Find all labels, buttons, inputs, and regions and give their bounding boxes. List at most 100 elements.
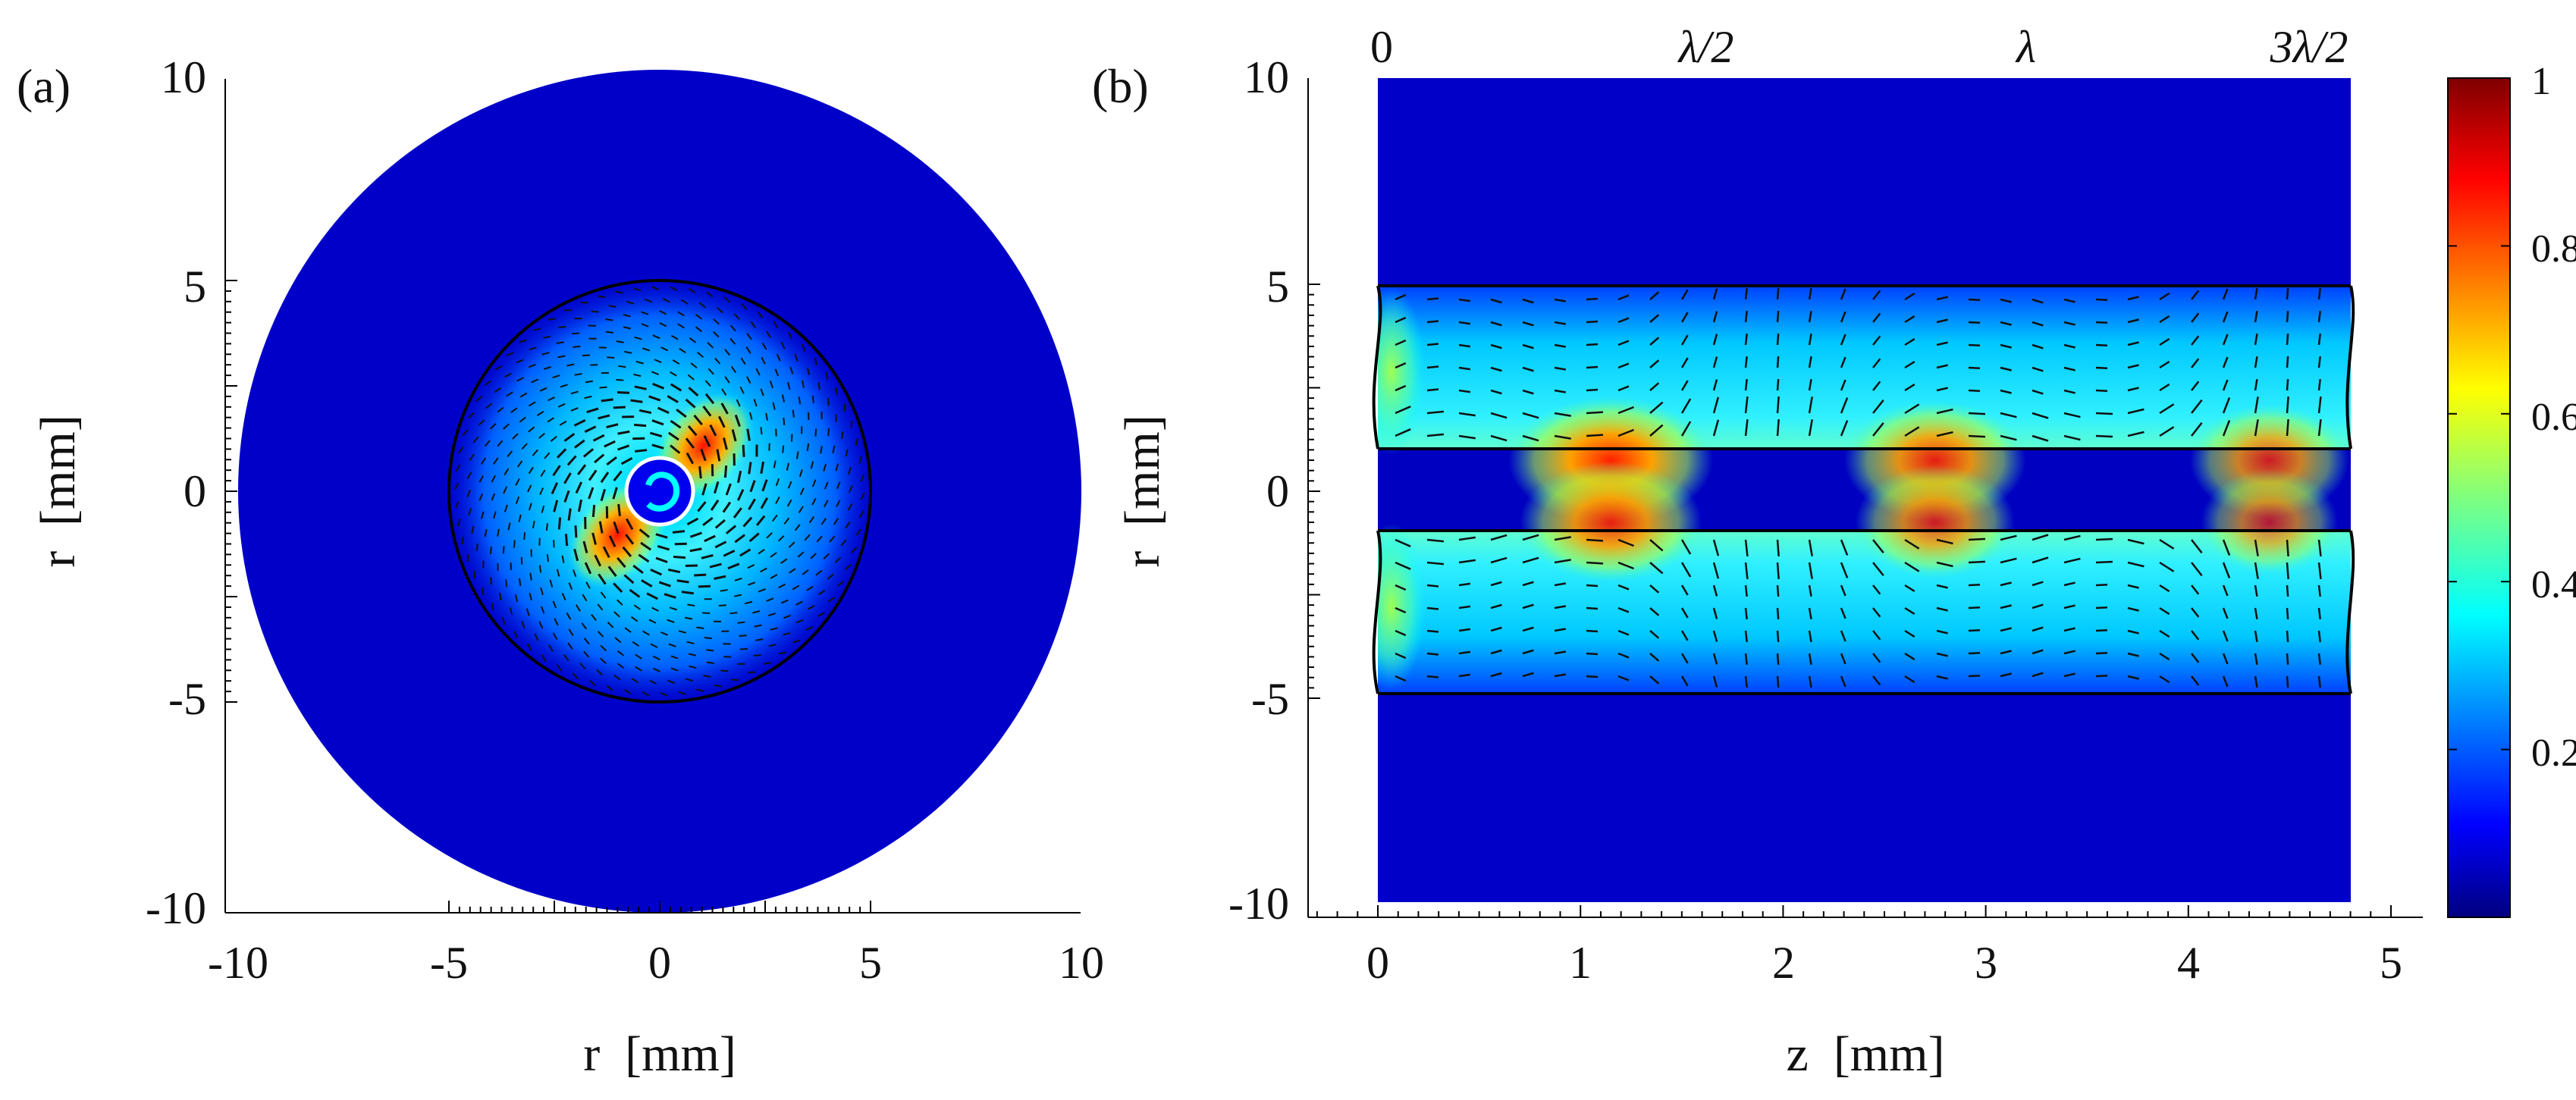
panel-b: (b) 10 5 0 -5 -10: [1092, 22, 2423, 1082]
field-arrow: [731, 678, 739, 682]
field-arrow: [670, 371, 677, 377]
field-arrow: [1680, 398, 1692, 414]
field-arrow: [858, 456, 862, 464]
field-arrow: [478, 475, 484, 483]
field-arrow: [482, 587, 485, 595]
field-arrow: [2000, 366, 2012, 371]
field-arrow: [685, 437, 695, 449]
field-arrow: [1680, 357, 1689, 368]
field-arrow: [689, 665, 697, 669]
field-arrow: [686, 641, 695, 644]
field-arrow: [556, 448, 567, 459]
field-arrow: [2222, 311, 2229, 323]
panel-a-ytick: 10: [161, 52, 206, 102]
field-arrow: [825, 371, 829, 380]
field-arrow: [1554, 412, 1571, 417]
field-arrow: [634, 336, 642, 340]
field-arrow: [600, 644, 607, 652]
field-arrow: [755, 368, 761, 376]
field-arrow: [552, 375, 560, 379]
field-arrow: [676, 409, 687, 418]
field-arrow: [797, 551, 805, 558]
field-arrow: [1776, 584, 1780, 597]
field-arrow: [1458, 628, 1471, 632]
field-arrow: [1968, 537, 1986, 541]
field-arrow: [1490, 412, 1508, 419]
field-arrow: [1744, 418, 1749, 437]
field-arrow: [657, 544, 670, 551]
field-arrow: [2317, 539, 2322, 557]
field-arrow: [748, 412, 753, 420]
field-arrow: [714, 541, 727, 549]
field-arrow: [780, 599, 789, 604]
field-arrow: [679, 347, 686, 354]
field-arrow: [516, 460, 523, 468]
field-arrow: [2095, 389, 2108, 392]
field-arrow: [2032, 603, 2044, 610]
field-arrow: [2254, 653, 2258, 666]
edge-glow-upper: [1378, 288, 1426, 455]
field-arrow: [552, 600, 557, 609]
field-arrow: [695, 314, 703, 320]
field-arrow: [475, 396, 483, 402]
field-arrow: [709, 424, 717, 437]
panel-b-xtick: 0: [1366, 938, 1389, 988]
field-arrow: [1522, 626, 1534, 632]
field-arrow: [534, 633, 539, 641]
field-arrow: [1490, 603, 1502, 610]
field-arrow: [2254, 539, 2259, 556]
field-arrow: [1522, 321, 1534, 327]
field-arrow: [1776, 653, 1780, 666]
field-arrow: [630, 616, 639, 622]
field-arrow: [752, 610, 761, 614]
field-arrow: [2286, 653, 2289, 666]
field-arrow: [778, 583, 786, 589]
field-arrow: [639, 409, 652, 415]
field-arrow: [2286, 378, 2289, 391]
top-label: 0: [1370, 22, 1393, 72]
field-arrow: [557, 517, 562, 530]
field-arrow: [567, 642, 573, 650]
field-arrow: [2159, 360, 2170, 369]
field-arrow: [1840, 675, 1846, 688]
boundary-curve: [2345, 530, 2355, 694]
field-arrow: [2000, 650, 2012, 655]
field-arrow: [1617, 317, 1630, 324]
field-arrow: [799, 469, 803, 478]
field-arrow: [811, 497, 817, 506]
field-arrow: [2032, 366, 2044, 372]
field-arrow: [833, 518, 839, 525]
field-arrow: [514, 594, 518, 603]
field-arrow: [835, 387, 838, 396]
field-arrow: [529, 346, 537, 351]
field-arrow: [758, 548, 765, 555]
field-arrow: [2317, 584, 2321, 597]
field-arrow: [716, 449, 721, 462]
field-arrow: [1395, 293, 1407, 301]
field-arrow: [1680, 539, 1692, 555]
field-arrow: [1904, 675, 1916, 684]
field-arrow: [617, 599, 623, 606]
field-arrow: [652, 334, 660, 340]
field-arrow: [696, 688, 704, 692]
field-arrow: [799, 487, 805, 496]
field-arrow: [633, 287, 642, 292]
field-arrow: [2032, 581, 2044, 587]
panel-b-ytick: -10: [1228, 879, 1289, 929]
field-arrow: [787, 481, 792, 489]
field-arrow: [677, 311, 685, 317]
field-arrow: [1395, 316, 1407, 324]
field-arrow: [1936, 606, 1948, 612]
field-arrow: [513, 631, 518, 639]
field-arrow: [553, 500, 559, 512]
field-arrow: [684, 616, 693, 620]
field-arrow: [633, 604, 642, 610]
field-arrow: [1808, 675, 1812, 688]
field-arrow: [2286, 418, 2289, 437]
field-arrow: [1776, 287, 1780, 300]
field-arrow: [635, 360, 644, 365]
field-arrow: [559, 420, 567, 426]
field-arrow: [2095, 606, 2108, 610]
field-arrow: [2317, 562, 2322, 580]
field-arrow: [497, 406, 504, 413]
